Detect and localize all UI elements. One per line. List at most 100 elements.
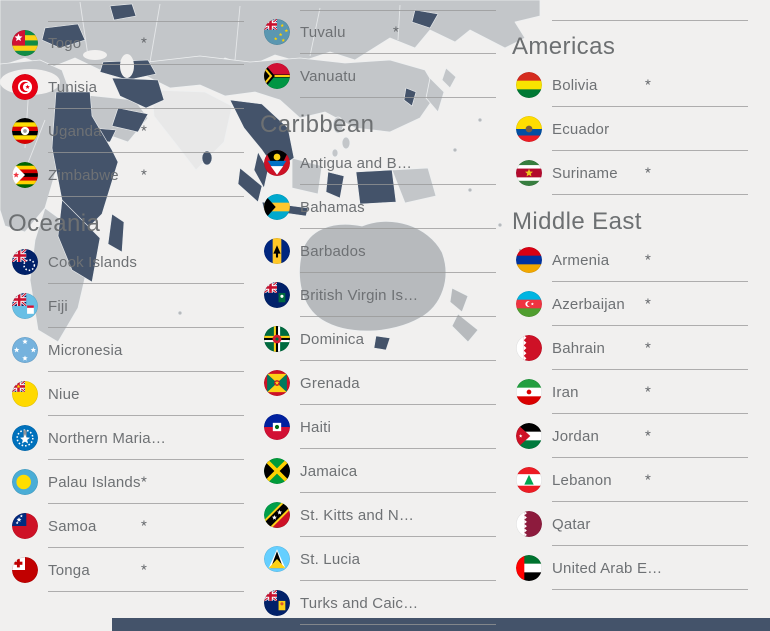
country-row-uganda[interactable]: Uganda *: [8, 109, 246, 153]
country-label: Azerbaijan: [552, 295, 625, 313]
section-heading-label: Oceania: [8, 210, 101, 237]
column-africa-oceania: Togo * Tunisia Uganda * Zimbabwe * Oceania Cook …: [8, 21, 246, 592]
country-row-united-arab-e[interactable]: United Arab E…: [512, 546, 750, 590]
country-label: Ecuador: [552, 120, 610, 138]
country-row-micronesia[interactable]: Micronesia: [8, 328, 246, 372]
country-row-antigua-and-b[interactable]: Antigua and B…: [260, 141, 498, 185]
country-row-british-virgin-is[interactable]: British Virgin Is…: [260, 273, 498, 317]
country-label: Togo: [48, 34, 82, 52]
country-row-vanuatu[interactable]: Vanuatu: [260, 54, 498, 98]
st-kitts-and-n-flag-icon: [264, 502, 290, 528]
country-row-dominica[interactable]: Dominica: [260, 317, 498, 361]
country-label: Palau Islands: [48, 473, 141, 491]
country-label: Turks and Caic…: [300, 594, 419, 612]
country-label: Micronesia: [48, 341, 123, 359]
asterisk-marker: *: [141, 166, 147, 184]
country-row-northern-maria[interactable]: Northern Maria…: [8, 416, 246, 460]
country-row-azerbaijan[interactable]: Azerbaijan *: [512, 282, 750, 326]
country-row-st-lucia[interactable]: St. Lucia: [260, 537, 498, 581]
column-pacific-caribbean: Tuvalu * Vanuatu Caribbean Antigua and B… Bah…: [260, 10, 498, 625]
section-heading-middle-east: Middle East: [512, 195, 750, 238]
section-heading-americas: Americas: [512, 20, 750, 63]
armenia-flag-icon: [516, 247, 542, 273]
country-row-bahamas[interactable]: Bahamas: [260, 185, 498, 229]
country-row-barbados[interactable]: Barbados: [260, 229, 498, 273]
haiti-flag-icon: [264, 414, 290, 440]
country-row-niue[interactable]: Niue: [8, 372, 246, 416]
country-row-ecuador[interactable]: Ecuador: [512, 107, 750, 151]
country-label: Uganda: [48, 122, 102, 140]
country-row-qatar[interactable]: Qatar: [512, 502, 750, 546]
country-row-fiji[interactable]: Fiji: [8, 284, 246, 328]
british-virgin-is-flag-icon: [264, 282, 290, 308]
country-row-lebanon[interactable]: Lebanon *: [512, 458, 750, 502]
samoa-flag-icon: [12, 513, 38, 539]
tonga-flag-icon: [12, 557, 38, 583]
lebanon-flag-icon: [516, 467, 542, 493]
asterisk-marker: *: [645, 251, 651, 269]
section-heading-oceania: Oceania: [8, 197, 246, 240]
qatar-flag-icon: [516, 511, 542, 537]
section-heading-label: Middle East: [512, 208, 642, 235]
united-arab-e-flag-icon: [516, 555, 542, 581]
country-label: Dominica: [300, 330, 365, 348]
country-row-suriname[interactable]: Suriname *: [512, 151, 750, 195]
country-label: United Arab E…: [552, 559, 663, 577]
country-label: Grenada: [300, 374, 360, 392]
asterisk-marker: *: [141, 517, 147, 535]
country-row-turks-and-caic[interactable]: Turks and Caic…: [260, 581, 498, 625]
country-row-grenada[interactable]: Grenada: [260, 361, 498, 405]
bahamas-flag-icon: [264, 194, 290, 220]
st-lucia-flag-icon: [264, 546, 290, 572]
country-label: Tuvalu: [300, 23, 346, 41]
country-row-tonga[interactable]: Tonga *: [8, 548, 246, 592]
country-row-jamaica[interactable]: Jamaica: [260, 449, 498, 493]
country-row-iran[interactable]: Iran *: [512, 370, 750, 414]
country-label: Qatar: [552, 515, 591, 533]
country-label: Bahamas: [300, 198, 365, 216]
country-label: St. Lucia: [300, 550, 361, 568]
country-label: Haiti: [300, 418, 332, 436]
fiji-flag-icon: [12, 293, 38, 319]
azerbaijan-flag-icon: [516, 291, 542, 317]
country-label: Samoa: [48, 517, 97, 535]
country-label: Jordan: [552, 427, 600, 445]
country-row-zimbabwe[interactable]: Zimbabwe *: [8, 153, 246, 197]
asterisk-marker: *: [393, 23, 399, 41]
country-label: Barbados: [300, 242, 366, 260]
country-row-togo[interactable]: Togo *: [8, 21, 246, 65]
asterisk-marker: *: [645, 76, 651, 94]
country-row-cook-islands[interactable]: Cook Islands: [8, 240, 246, 284]
iran-flag-icon: [516, 379, 542, 405]
country-label: Armenia: [552, 251, 610, 269]
country-label: Cook Islands: [48, 253, 138, 271]
uganda-flag-icon: [12, 118, 38, 144]
country-label: Bahrain: [552, 339, 606, 357]
country-row-jordan[interactable]: Jordan *: [512, 414, 750, 458]
vanuatu-flag-icon: [264, 63, 290, 89]
country-row-haiti[interactable]: Haiti: [260, 405, 498, 449]
country-row-samoa[interactable]: Samoa *: [8, 504, 246, 548]
country-label: Antigua and B…: [300, 154, 413, 172]
country-label: Niue: [48, 385, 80, 403]
asterisk-marker: *: [141, 561, 147, 579]
cook-islands-flag-icon: [12, 249, 38, 275]
country-row-bahrain[interactable]: Bahrain *: [512, 326, 750, 370]
country-label: Bolivia: [552, 76, 598, 94]
asterisk-marker: *: [645, 427, 651, 445]
country-row-palau-islands[interactable]: Palau Islands *: [8, 460, 246, 504]
country-row-tuvalu[interactable]: Tuvalu *: [260, 10, 498, 54]
tuvalu-flag-icon: [264, 19, 290, 45]
country-label: Fiji: [48, 297, 68, 315]
country-label: Jamaica: [300, 462, 358, 480]
asterisk-marker: *: [645, 471, 651, 489]
zimbabwe-flag-icon: [12, 162, 38, 188]
jamaica-flag-icon: [264, 458, 290, 484]
country-row-bolivia[interactable]: Bolivia *: [512, 63, 750, 107]
country-row-armenia[interactable]: Armenia *: [512, 238, 750, 282]
jordan-flag-icon: [516, 423, 542, 449]
country-row-st-kitts-and-n[interactable]: St. Kitts and N…: [260, 493, 498, 537]
section-heading-caribbean: Caribbean: [260, 98, 498, 141]
country-row-tunisia[interactable]: Tunisia: [8, 65, 246, 109]
